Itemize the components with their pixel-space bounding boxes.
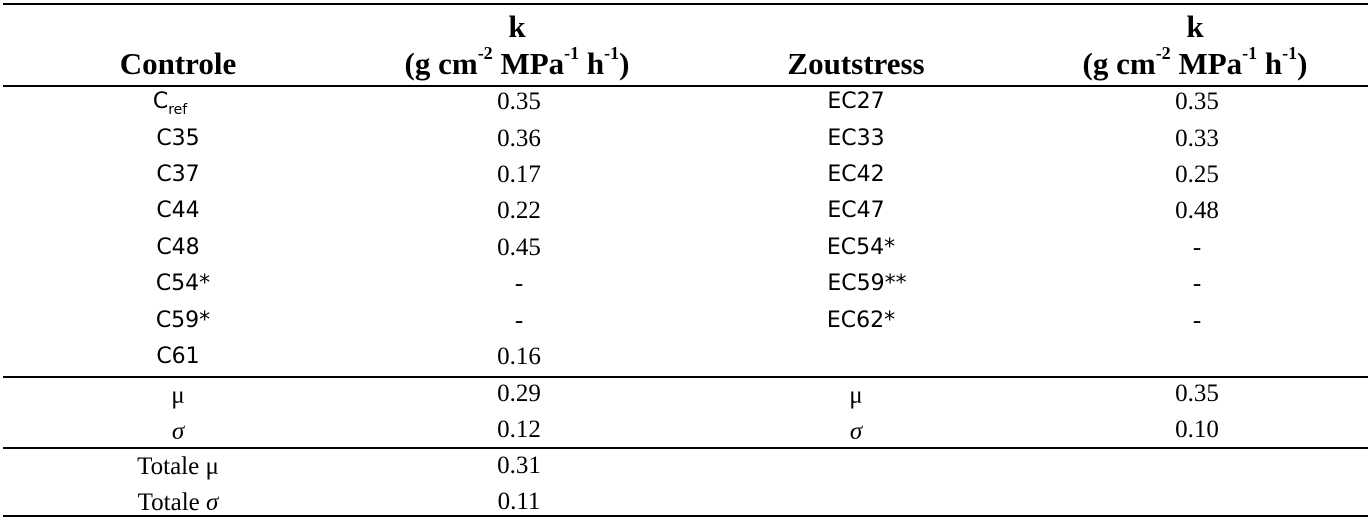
unit-h: h [579, 46, 605, 81]
zoutstress-label: EC62* [826, 308, 896, 333]
controle-mu-label: μ [171, 382, 185, 409]
table-bottom-rule [3, 515, 1368, 517]
unit-exp-h: -1 [1282, 43, 1298, 63]
data-bottom-rule [3, 376, 1368, 378]
header-controle: Controle [119, 46, 237, 81]
zoutstress-k-value: - [1192, 234, 1202, 261]
controle-label: C44 [156, 198, 200, 223]
header-k-unit-zout: (g cm-2 MPa-1 h-1) [1082, 44, 1308, 81]
controle-label: C48 [156, 235, 200, 260]
totale-mu-text: Totale [137, 453, 206, 480]
totale-sigma-label: Totale σ [138, 490, 219, 515]
unit-exp-cm: -2 [1155, 43, 1171, 63]
zoutstress-label: EC33 [827, 126, 885, 151]
header-k-unit-controle: (g cm-2 MPa-1 h-1) [404, 44, 630, 81]
k-values-table: Controle k (g cm-2 MPa-1 h-1) Zoutstress… [3, 3, 1368, 517]
zoutstress-sigma-label: σ [849, 418, 863, 445]
zoutstress-k-value: - [1192, 270, 1202, 297]
zoutstress-label: EC42 [827, 162, 885, 187]
zoutstress-k-value: 0.48 [1175, 197, 1219, 224]
unit-close: ) [619, 46, 630, 81]
controle-sigma-label: σ [171, 418, 185, 445]
controle-label-sub: ref [168, 102, 188, 118]
controle-label: C61 [156, 344, 200, 369]
header-k-symbol-controle: k [508, 9, 526, 44]
totale-sigma-value: 0.11 [497, 488, 541, 515]
totale-mu-symbol: μ [205, 453, 219, 480]
controle-k-value: 0.45 [497, 234, 541, 261]
zoutstress-label: EC47 [827, 198, 885, 223]
controle-label: C37 [156, 162, 200, 187]
unit-g-cm: (g cm [404, 46, 478, 81]
unit-exp-mpa: -1 [1242, 43, 1258, 63]
unit-close: ) [1297, 46, 1308, 81]
zoutstress-label: EC59** [827, 271, 907, 296]
controle-k-value: - [514, 307, 524, 334]
totale-sigma-text: Totale [137, 489, 207, 516]
controle-label-main: C [152, 89, 169, 114]
controle-k-value: 0.36 [497, 125, 541, 152]
unit-g-cm: (g cm [1082, 46, 1156, 81]
zoutstress-label: EC27 [827, 89, 885, 114]
zoutstress-k-value: 0.35 [1175, 88, 1219, 115]
controle-k-value: - [514, 270, 524, 297]
controle-sigma-value: 0.12 [497, 416, 541, 443]
controle-k-value: 0.35 [497, 88, 541, 115]
unit-exp-cm: -2 [477, 43, 493, 63]
header-k-symbol-zout: k [1186, 9, 1204, 44]
controle-k-value: 0.22 [497, 197, 541, 224]
controle-label: Cref [152, 89, 187, 118]
controle-mu-value: 0.29 [497, 380, 541, 407]
zoutstress-label: EC54* [826, 235, 896, 260]
unit-mpa: MPa [1170, 46, 1243, 81]
totale-mu-value: 0.31 [497, 452, 541, 479]
unit-h: h [1257, 46, 1283, 81]
zoutstress-k-value: 0.25 [1175, 161, 1219, 188]
totale-sigma-symbol: σ [206, 489, 219, 516]
zoutstress-k-value: - [1192, 307, 1202, 334]
zoutstress-mu-label: μ [849, 382, 863, 409]
totale-mu-label: Totale μ [137, 454, 219, 479]
zoutstress-mu-value: 0.35 [1175, 380, 1219, 407]
controle-k-value: 0.16 [497, 343, 541, 370]
zoutstress-sigma-value: 0.10 [1175, 416, 1219, 443]
unit-exp-mpa: -1 [564, 43, 580, 63]
header-zoutstress: Zoutstress [787, 46, 925, 81]
controle-label: C54* [155, 271, 211, 296]
unit-mpa: MPa [492, 46, 565, 81]
controle-label: C35 [156, 126, 200, 151]
controle-label: C59* [155, 308, 211, 333]
zoutstress-k-value: 0.33 [1175, 125, 1219, 152]
controle-k-value: 0.17 [497, 161, 541, 188]
header-bottom-rule [3, 85, 1368, 87]
stats-bottom-rule [3, 447, 1368, 449]
unit-exp-h: -1 [604, 43, 620, 63]
table-top-rule [3, 3, 1368, 5]
